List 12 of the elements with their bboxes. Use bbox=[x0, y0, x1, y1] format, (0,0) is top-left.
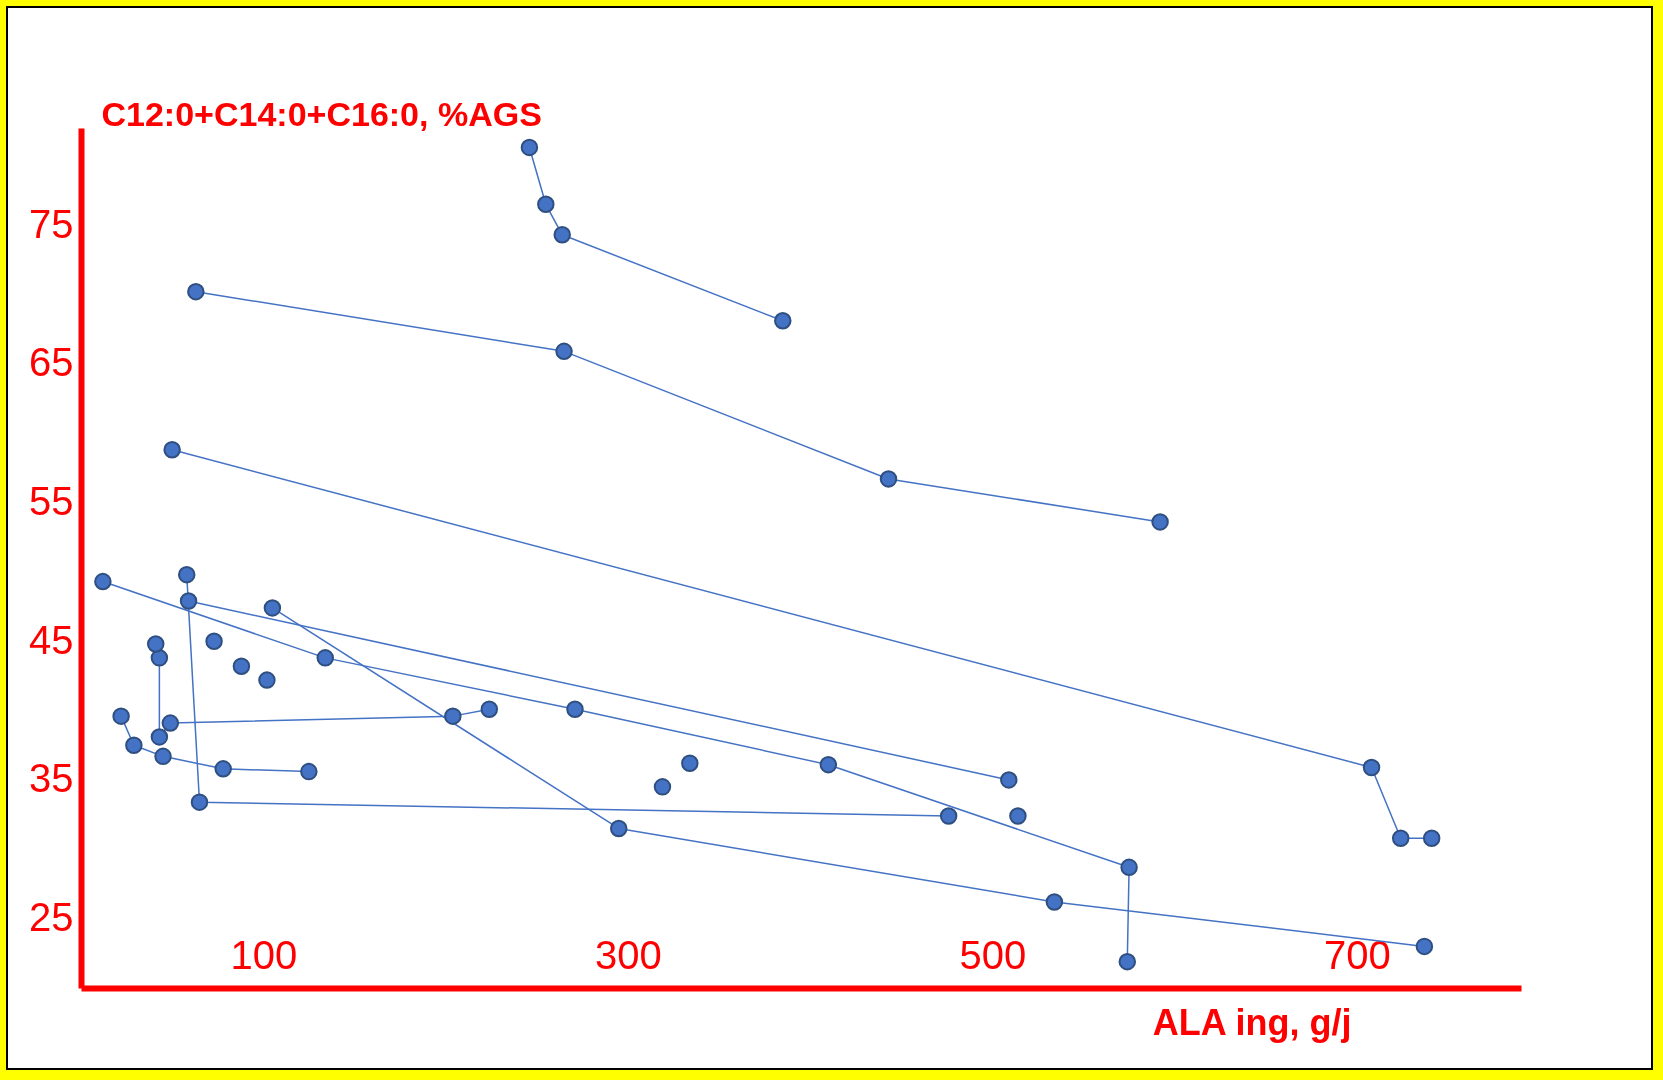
y-tick-label: 35 bbox=[29, 756, 74, 801]
x-tick-label: 500 bbox=[959, 932, 1027, 977]
y-tick-label: 25 bbox=[29, 895, 74, 940]
y-tick-label: 45 bbox=[29, 617, 74, 662]
x-tick-label: 300 bbox=[594, 932, 662, 977]
x-tick-label: 700 bbox=[1324, 932, 1391, 977]
x-tick-label: 100 bbox=[230, 932, 298, 977]
y-tick-label: 75 bbox=[29, 201, 74, 246]
y-axis-title: C12:0+C14:0+C16:0, %AGS bbox=[101, 94, 542, 133]
x-axis-title: ALA ing, g/j bbox=[1152, 1001, 1352, 1043]
y-tick-label: 65 bbox=[29, 340, 74, 385]
y-tick-label: 55 bbox=[29, 479, 74, 524]
